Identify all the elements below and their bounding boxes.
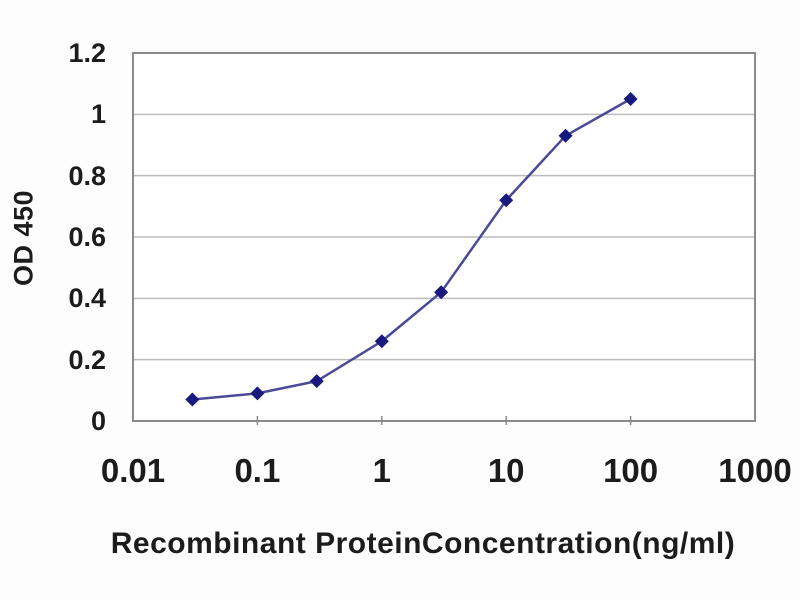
x-tick-label: 10 [487,452,525,489]
data-point [558,128,573,143]
x-tick-label: 100 [603,452,659,489]
y-tick-label: 0.8 [68,160,106,191]
x-tick-label: 0.01 [100,452,166,489]
series-line [192,97,632,401]
y-tick-label: 0.4 [68,283,106,314]
data-point [250,386,265,401]
x-axis-tick-labels: 0.01 0.1 1 10 100 1000 [0,453,800,493]
x-axis-title: Recombinant ProteinConcentration(ng/ml) [110,527,736,560]
data-point [434,285,449,300]
y-axis-tick-labels: 0 0.2 0.4 0.6 0.8 1 1.2 [0,0,106,600]
x-tick-label: 1 [372,452,391,489]
y-tick-label: 0.6 [68,222,106,252]
data-point [374,334,389,349]
plot-border [132,52,756,422]
y-tick-label: 1 [90,99,106,130]
x-tick-label: 1000 [718,452,792,489]
data-point [623,92,638,106]
data-point [309,374,324,389]
y-tick-label: 0.2 [68,344,106,375]
data-point [499,193,514,208]
data-point [185,392,200,407]
x-tick-label: 0.1 [234,452,281,489]
y-tick-label: 0 [90,406,106,436]
y-tick-label: 1.2 [68,38,106,68]
